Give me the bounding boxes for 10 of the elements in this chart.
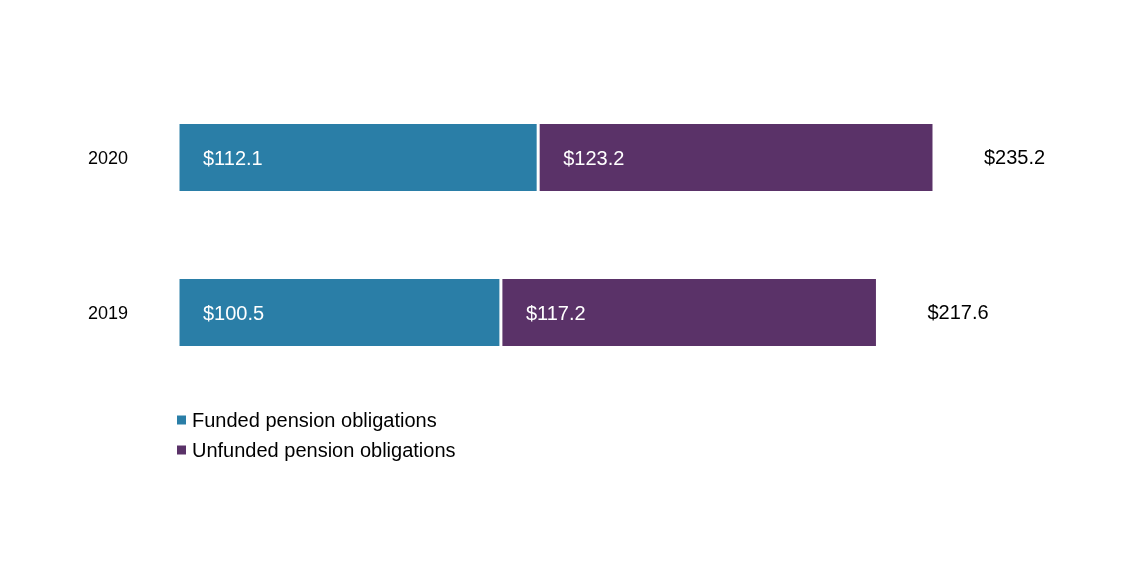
legend-label: Unfunded pension obligations <box>192 439 456 461</box>
data-label: $117.2 <box>525 301 586 324</box>
y-tick-label: 2020 <box>87 147 128 168</box>
y-tick-label: 2019 <box>87 302 128 323</box>
data-label: $100.5 <box>203 301 265 324</box>
total-label: $217.6 <box>927 300 989 323</box>
data-label: $123.2 <box>563 146 625 169</box>
legend-label: Funded pension obligations <box>192 409 437 431</box>
total-label: $235.2 <box>984 145 1046 168</box>
data-label: $112.1 <box>203 146 263 169</box>
